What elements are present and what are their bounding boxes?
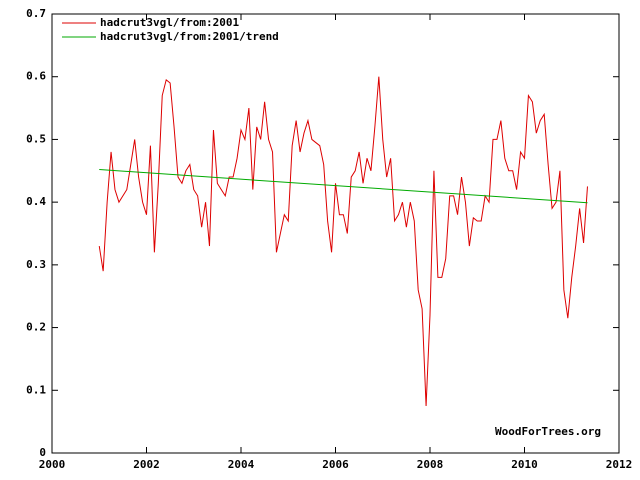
y-tick-label: 0.4 (26, 195, 46, 208)
y-tick-label: 0.2 (26, 321, 46, 334)
x-tick-label: 2008 (417, 458, 444, 471)
plot-frame (51, 13, 620, 454)
y-tick-label: 0 (39, 446, 46, 459)
watermark: WoodForTrees.org (495, 425, 601, 438)
x-tick-label: 2006 (322, 458, 349, 471)
y-tick-label: 0.5 (26, 132, 46, 145)
y-tick-label: 0.6 (26, 70, 46, 83)
data-line (99, 169, 588, 204)
x-tick-label: 2012 (606, 458, 633, 471)
y-tick-label: 0.3 (26, 258, 46, 271)
legend-label: hadcrut3vgl/from:2001/trend (100, 30, 279, 43)
x-tick-label: 2002 (133, 458, 160, 471)
x-tick-label: 2010 (511, 458, 538, 471)
data-line (98, 76, 588, 406)
x-tick-label: 2004 (228, 458, 255, 471)
y-tick-label: 0.1 (26, 383, 46, 396)
y-tick-label: 0.7 (26, 7, 46, 20)
legend-label: hadcrut3vgl/from:2001 (100, 16, 239, 29)
x-tick-label: 2000 (39, 458, 66, 471)
